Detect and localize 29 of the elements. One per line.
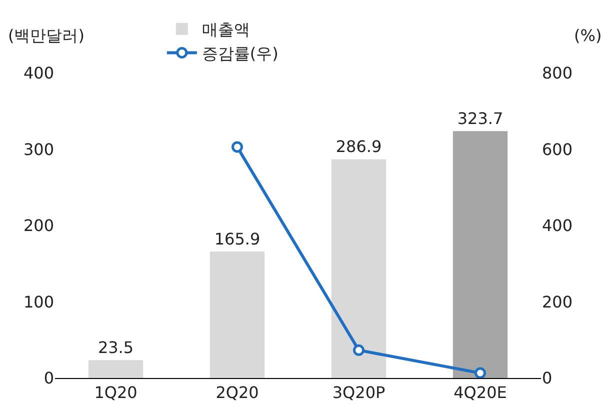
y-tick-label: 300 xyxy=(23,140,54,159)
point xyxy=(353,344,364,356)
bar xyxy=(452,131,508,378)
y2-tick-label: 200 xyxy=(542,292,573,312)
legend-label: 증감률(우) xyxy=(202,44,278,63)
bar xyxy=(210,252,265,378)
data-label: 165.9 xyxy=(214,230,260,248)
x-tick-label: 1Q20 xyxy=(94,383,138,402)
y-tick-label: 0 xyxy=(44,368,54,388)
y-tick-label: 200 xyxy=(23,216,54,236)
legend-label: 매출액 xyxy=(202,20,250,40)
y-tick-label: 400 xyxy=(23,64,54,83)
y-tick-label: 100 xyxy=(23,292,54,312)
bar xyxy=(88,360,144,378)
bar xyxy=(331,159,386,378)
y2-tick-label: 800 xyxy=(542,64,573,83)
data-label: 23.5 xyxy=(98,338,134,358)
y2-tick-label: 400 xyxy=(542,216,573,236)
data-label: 323.7 xyxy=(457,109,504,128)
y2-axis-title: (%) xyxy=(574,26,602,45)
y2-tick-label: 600 xyxy=(542,140,573,159)
y2-tick-label: 0 xyxy=(542,368,552,388)
x-tick-label: 2Q20 xyxy=(216,383,259,402)
y-axis-title: (백만달러) xyxy=(8,26,84,45)
point xyxy=(232,141,243,153)
point xyxy=(474,367,486,378)
x-tick-label: 4Q20E xyxy=(454,383,507,402)
x-tick-label: 3Q20P xyxy=(332,383,386,402)
data-label: 286.9 xyxy=(336,137,382,156)
